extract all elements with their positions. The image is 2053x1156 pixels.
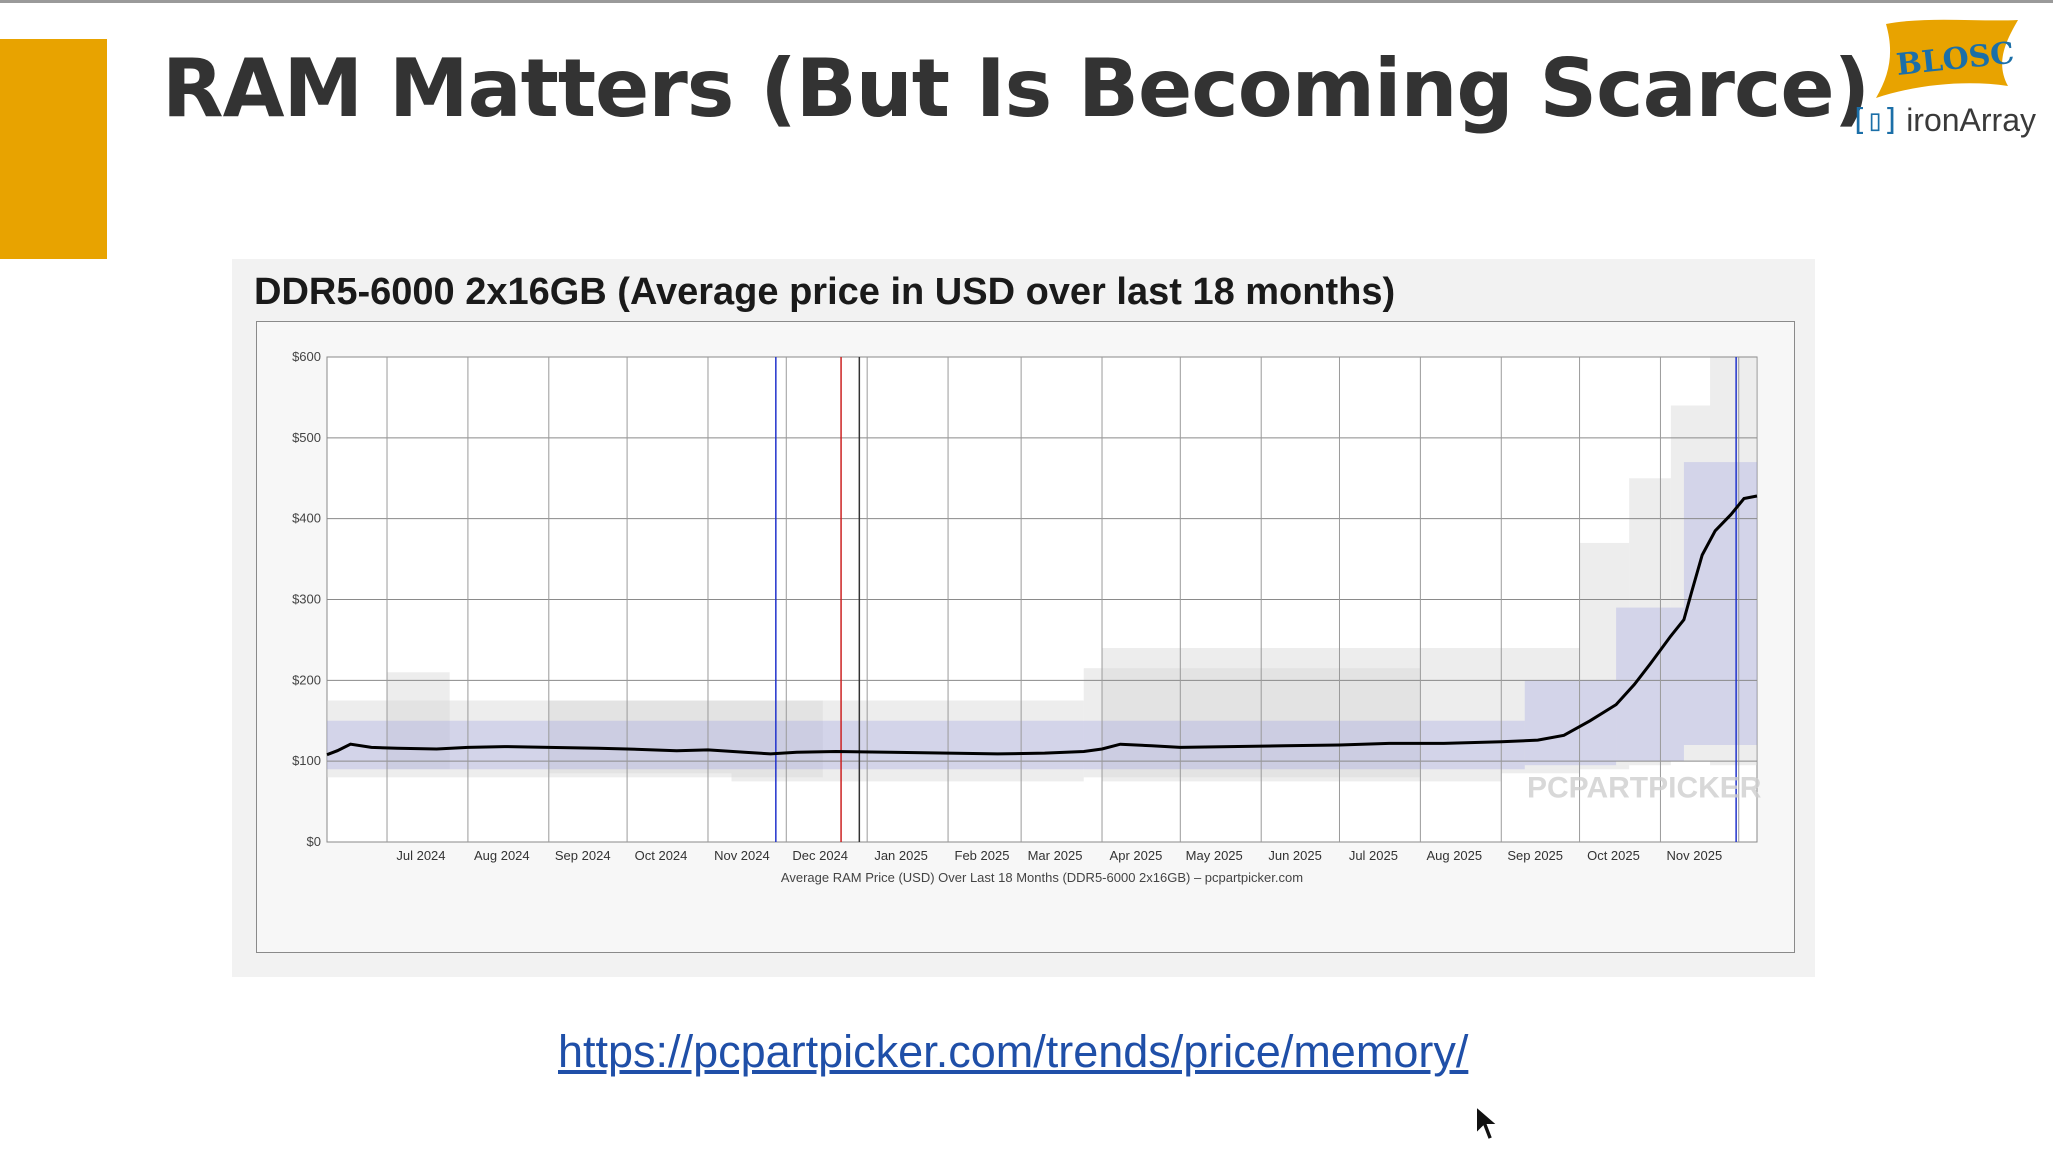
x-tick-label: Mar 2025 [1028, 848, 1083, 863]
source-link[interactable]: https://pcpartpicker.com/trends/price/me… [558, 1026, 1469, 1077]
x-tick-label: Jan 2025 [874, 848, 928, 863]
blosc-logo: BLOSC [1876, 19, 2018, 98]
price-range-band-5 [1102, 648, 1502, 782]
accent-bar [0, 39, 107, 259]
x-tick-label: Jun 2025 [1268, 848, 1322, 863]
watermark-text: PCPARTPICKER [1527, 772, 1762, 805]
price-range-band-1 [387, 672, 450, 770]
y-tick-label: $0 [307, 834, 321, 849]
price-chart: $0 $100 $200 $300 $400 $500 $600 Jul 2024 Aug 20… [292, 349, 1762, 885]
average-price-line [326, 494, 1758, 757]
x-tick-label: Aug 2025 [1426, 848, 1482, 863]
x-tick-label: Oct 2025 [1587, 848, 1640, 863]
x-tick-label: May 2025 [1186, 848, 1243, 863]
price-range-band-9 [1670, 405, 1711, 762]
ironarray-logo: [▯] ironArray [1850, 100, 2036, 140]
y-tick-label: $600 [292, 349, 321, 364]
chart-title: DDR5-6000 2x16GB (Average price in USD o… [254, 271, 1396, 313]
price-range-band-4 [1083, 668, 1421, 778]
y-tick-label: $400 [292, 511, 321, 526]
price-range-band-0 [327, 700, 823, 778]
x-tick-label: Nov 2025 [1667, 848, 1723, 863]
price-range-band-6 [1501, 648, 1580, 774]
x-tick-label: Dec 2024 [792, 848, 848, 863]
x-tick-label: Oct 2024 [635, 848, 688, 863]
chart-frame: $0 $100 $200 $300 $400 $500 $600 Jul 2024 Aug 20… [256, 321, 1795, 953]
mouse-cursor-icon [1475, 1104, 1500, 1142]
y-tick-label: $300 [292, 592, 321, 607]
price-range-band-7 [1579, 542, 1630, 770]
y-tick-label: $200 [292, 672, 321, 687]
x-tick-label: Jul 2025 [1349, 848, 1398, 863]
ironarray-logo-text: ironArray [1906, 101, 2036, 138]
x-tick-label: Sep 2025 [1507, 848, 1563, 863]
x-axis-label: Average RAM Price (USD) Over Last 18 Mon… [781, 870, 1303, 885]
x-tick-label: Jul 2024 [396, 848, 445, 863]
slide-top-border [0, 0, 2053, 3]
chart-panel: DDR5-6000 2x16GB (Average price in USD o… [232, 259, 1815, 977]
x-tick-label: Apr 2025 [1110, 848, 1163, 863]
price-distribution-band-1 [1524, 680, 1617, 766]
y-tick-label: $100 [292, 753, 321, 768]
x-tick-label: Nov 2024 [714, 848, 770, 863]
price-range-band-10 [1710, 357, 1757, 766]
price-range-band-3 [731, 700, 1084, 782]
x-tick-label: Feb 2025 [955, 848, 1010, 863]
ironarray-bracket-icon: [▯] [1850, 102, 1900, 138]
price-distribution-band-3 [1683, 462, 1757, 745]
slide-title: RAM Matters (But Is Becoming Scarce) [162, 42, 1870, 135]
x-tick-label: Aug 2024 [474, 848, 530, 863]
y-tick-label: $500 [292, 430, 321, 445]
price-range-band-8 [1629, 478, 1671, 766]
x-tick-label: Sep 2024 [555, 848, 611, 863]
